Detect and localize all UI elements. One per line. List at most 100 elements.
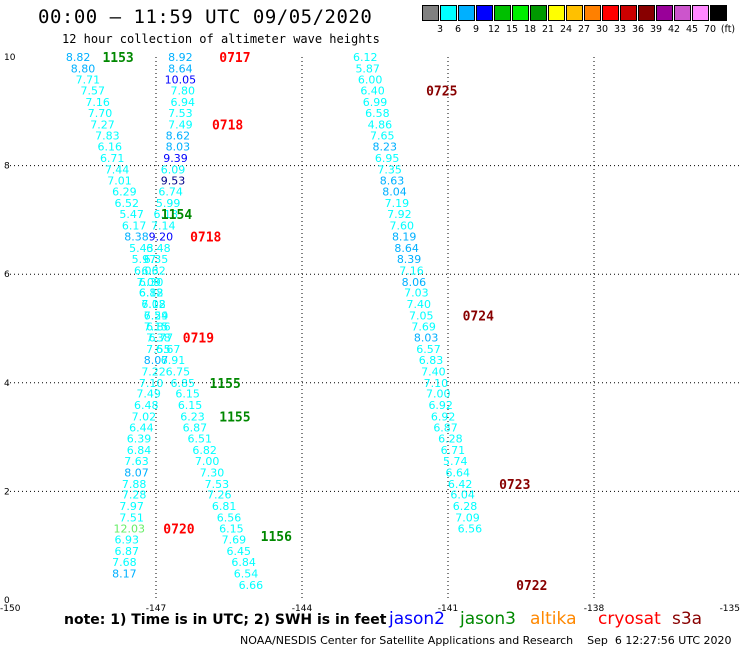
wave-height-label: 7.71	[76, 73, 101, 86]
wave-height-label: 8.23	[372, 141, 397, 154]
wave-height-label: 6.57	[416, 343, 441, 356]
legend-label: 30	[595, 24, 609, 35]
wave-height-label: 7.14	[151, 219, 176, 232]
wave-height-label: 8.07	[144, 354, 169, 367]
legend-swatch	[674, 5, 691, 21]
wave-height-label: 6.92	[431, 410, 456, 423]
pass-time-label: 1153	[102, 51, 133, 66]
wave-height-label: 8.82	[66, 51, 91, 64]
satellite-name: altika	[530, 609, 577, 629]
y-tick-label: 10	[4, 53, 16, 63]
legend-swatch	[512, 5, 529, 21]
wave-height-label: 7.40	[407, 298, 432, 311]
x-tick-label: -135	[720, 604, 740, 614]
wave-height-label: 7.83	[95, 130, 120, 143]
pass-time-label: 0717	[219, 51, 250, 66]
wave-height-label: 6.87	[183, 421, 208, 434]
wave-height-label: 6.84	[127, 444, 152, 457]
wave-height-label: 9.53	[161, 174, 186, 187]
wave-height-label: 6.06	[134, 264, 159, 277]
legend-swatch	[584, 5, 601, 21]
legend-label: 27	[577, 24, 591, 35]
wave-height-label: 7.35	[377, 163, 402, 176]
legend-label: 9	[472, 24, 480, 35]
wave-height-label: 6.74	[158, 186, 183, 199]
y-tick-label: 0	[4, 596, 10, 606]
y-tick-label: 4	[4, 379, 10, 389]
wave-height-label: 6.29	[112, 186, 137, 199]
wave-height-label: 5.47	[119, 208, 144, 221]
wave-height-label: 6.56	[217, 511, 242, 524]
wave-height-label: 6.18	[153, 208, 178, 221]
wave-height-label: 6.39	[127, 433, 152, 446]
wave-height-label: 8.62	[166, 130, 191, 143]
wave-height-label: 8.92	[168, 51, 193, 64]
wave-height-label: 6.30	[139, 276, 164, 289]
legend-swatch	[602, 5, 619, 21]
wave-height-label: 6.91	[161, 354, 186, 367]
wave-height-label: 8.19	[392, 231, 417, 244]
y-tick-label: 8	[4, 162, 10, 172]
legend-label: 12	[487, 24, 501, 35]
wave-height-label: 8.39	[397, 253, 422, 266]
wave-height-label: 7.10	[139, 377, 164, 390]
wave-height-label: 7.00	[195, 455, 220, 468]
wave-height-label: 7.55	[146, 343, 171, 356]
legend-label: 70	[703, 24, 717, 35]
wave-height-label: 7.51	[119, 511, 144, 524]
wave-height-label: 6.58	[365, 107, 390, 120]
wave-height-label: 6.28	[438, 433, 463, 446]
wave-height-label: 6.92	[428, 399, 453, 412]
wave-height-label: 6.12	[353, 51, 378, 64]
wave-height-label: 7.03	[404, 287, 429, 300]
y-tick-label: 6	[4, 270, 10, 280]
pass-time-label: 0724	[463, 309, 494, 324]
wave-height-label: 4.86	[368, 118, 393, 131]
wave-height-label: 6.48	[134, 399, 159, 412]
satellite-name: s3a	[672, 609, 703, 629]
wave-height-label: 6.48	[146, 242, 171, 255]
wave-height-label: 7.16	[399, 264, 424, 277]
wave-height-label: 6.83	[419, 354, 444, 367]
legend-label: 18	[523, 24, 537, 35]
wave-height-label: 6.52	[115, 197, 140, 210]
wave-height-label: 6.18	[139, 287, 164, 300]
legend-swatch	[530, 5, 547, 21]
wave-height-label: 6.40	[360, 85, 385, 98]
legend-label: 21	[541, 24, 555, 35]
wave-height-label: 6.77	[149, 332, 174, 345]
wave-height-label: 7.10	[424, 377, 449, 390]
wave-height-label: 7.00	[426, 388, 451, 401]
wave-height-label: 6.04	[450, 489, 475, 502]
legend-swatch	[548, 5, 565, 21]
credit-text: NOAA/NESDIS Center for Satellite Applica…	[240, 634, 732, 647]
x-tick-label: -147	[146, 604, 166, 614]
wave-height-label: 7.24	[144, 309, 169, 322]
legend-label: 15	[505, 24, 519, 35]
wave-height-label: 7.53	[168, 107, 193, 120]
wave-height-label: 9.20	[149, 231, 174, 244]
wave-height-label: 6.75	[166, 365, 191, 378]
legend-swatch	[566, 5, 583, 21]
wave-height-label: 7.69	[222, 534, 247, 547]
x-tick-label: -141	[438, 604, 458, 614]
wave-height-label: 7.09	[455, 511, 480, 524]
x-tick-label: -150	[0, 604, 21, 614]
wave-height-label: 6.45	[226, 545, 251, 558]
wave-height-label: 6.87	[115, 545, 140, 558]
pass-time-label: 0722	[516, 579, 547, 594]
wave-height-label: 7.02	[132, 410, 157, 423]
wave-height-label: 7.80	[171, 85, 196, 98]
wave-height-label: 8.07	[124, 466, 149, 479]
wave-height-label: 6.86	[146, 320, 171, 333]
wave-height-label: 7.22	[141, 365, 166, 378]
pass-time-label: 0718	[190, 231, 221, 246]
pass-time-label: 0723	[499, 478, 530, 493]
legend-swatch	[656, 5, 673, 21]
wave-height-label: 7.68	[112, 556, 137, 569]
legend-swatch	[710, 5, 727, 21]
legend-label: 45	[685, 24, 699, 35]
wave-height-label: 6.82	[192, 444, 217, 457]
wave-height-label: 6.17	[122, 219, 147, 232]
